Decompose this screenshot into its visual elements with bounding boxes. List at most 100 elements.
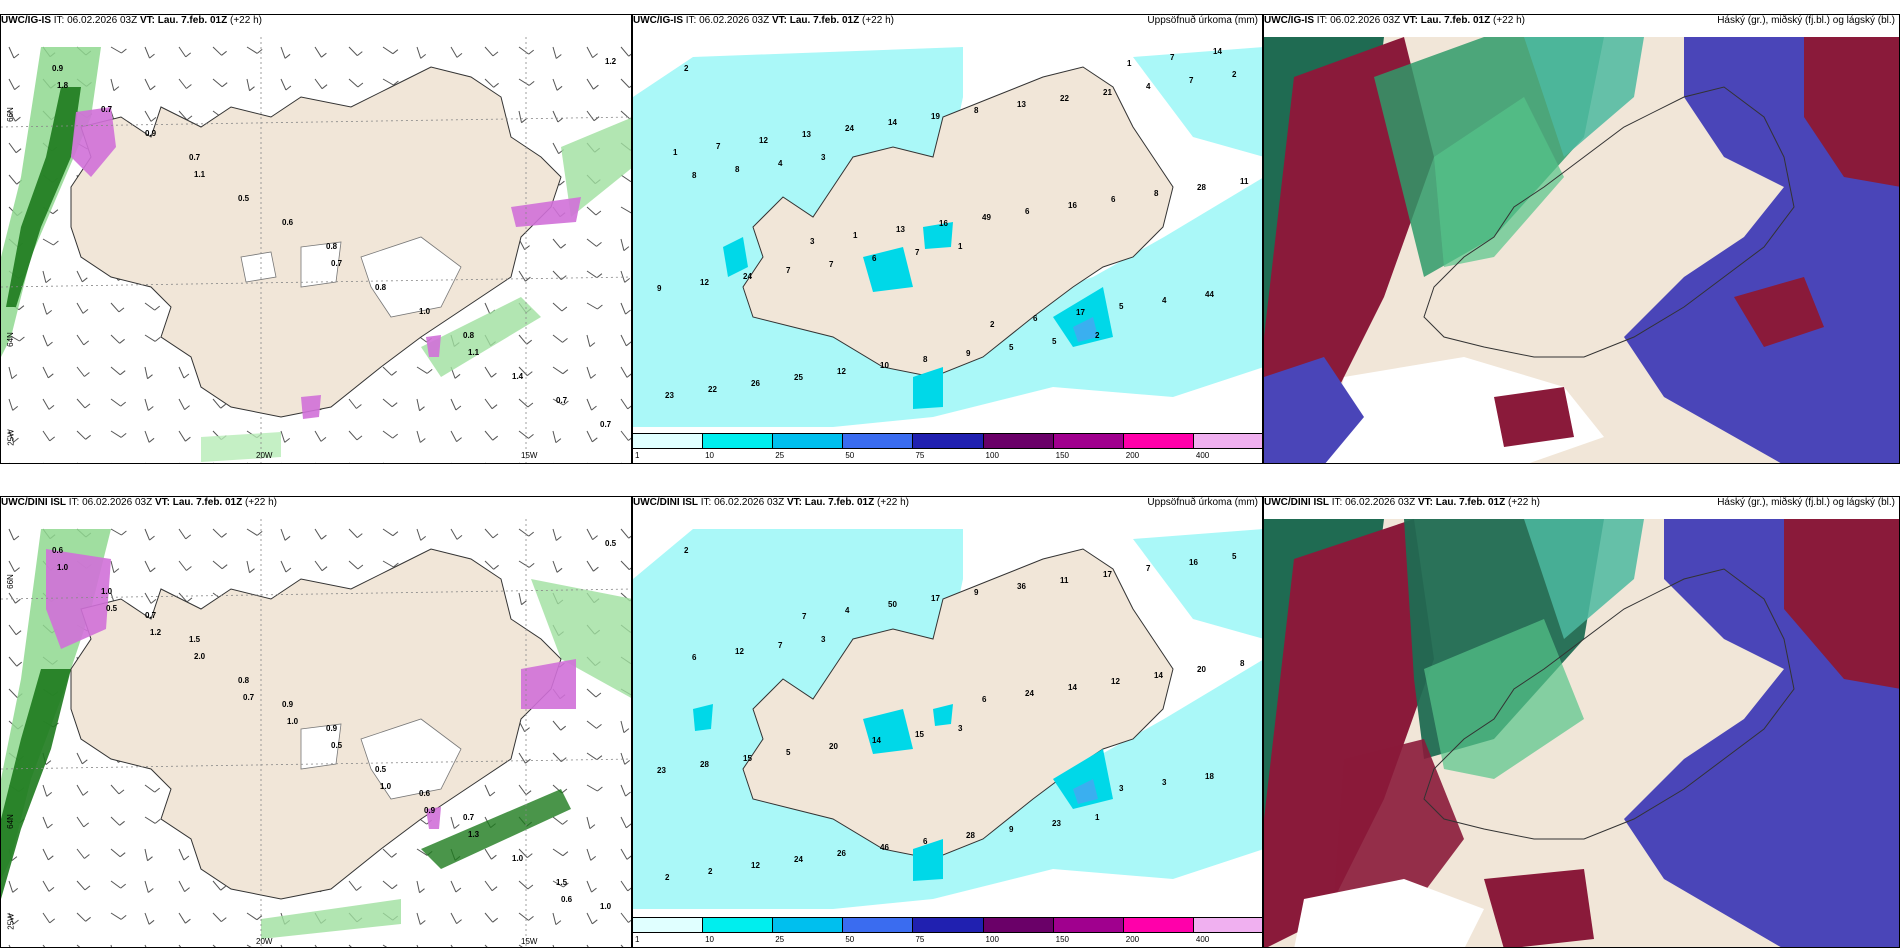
wind-barb: [586, 238, 597, 247]
wind-barb-flag: [84, 854, 90, 859]
wind-barb: [620, 78, 630, 88]
map-value-label: 8: [974, 106, 979, 115]
wind-barb-flag: [82, 791, 89, 796]
wind-barb: [552, 912, 557, 925]
precip-mid-3: [1053, 287, 1113, 347]
wind-barb-flag: [525, 276, 531, 282]
wind-barb: [212, 944, 216, 947]
map-value-label: 1.8: [57, 81, 69, 90]
wind-barb-flag: [591, 919, 598, 925]
wind-barb-flag: [15, 598, 21, 604]
wind-barb-flag: [15, 630, 22, 636]
wind-barb: [416, 912, 421, 925]
wind-barb-flag: [148, 437, 155, 443]
wind-barb: [586, 398, 592, 411]
wind-barb: [145, 462, 146, 463]
wind-barb: [8, 944, 11, 947]
wind-barb: [620, 46, 630, 57]
wind-barb-flag: [392, 531, 399, 537]
wind-barb: [382, 46, 394, 55]
wind-barb: [76, 334, 85, 346]
wind-barb: [42, 784, 48, 797]
panel-clouds-bottom-right: UWC/DINI ISL IT: 06.02.2026 03Z VT: Lau.…: [1263, 496, 1900, 948]
panel-wind-bottom-left: UWC/DINI ISL IT: 06.02.2026 03Z VT: Lau.…: [0, 496, 632, 948]
map-value-label: 2: [990, 320, 995, 329]
wind-barb: [552, 560, 558, 573]
wind-barb-flag: [625, 341, 631, 347]
wind-barb-flag: [593, 84, 599, 90]
wind-barb: [484, 912, 494, 923]
wind-barb: [280, 78, 287, 91]
map-value-label: 7: [778, 641, 783, 650]
wind-barb-flag: [528, 916, 534, 921]
color-legend: [633, 917, 1262, 933]
wind-barb-flag: [561, 306, 568, 312]
wind-barb-flag: [83, 340, 90, 346]
wind-barb-flag: [626, 855, 631, 860]
wind-barb: [518, 912, 529, 921]
map-value-label: 12: [751, 861, 760, 870]
map-value-label: 20: [1197, 665, 1206, 674]
wind-barb: [518, 398, 529, 408]
wind-barb: [144, 302, 155, 311]
legend-tick-label: 200: [1125, 935, 1140, 944]
wind-barb: [416, 398, 420, 411]
wind-barb: [8, 656, 18, 667]
wind-barb: [485, 462, 486, 463]
wind-barb: [178, 366, 185, 379]
wind-barb: [586, 302, 598, 310]
wind-barb: [620, 110, 631, 120]
map-value-label: 0.7: [556, 396, 568, 405]
wind-barb: [144, 944, 147, 947]
legend-tick-label: 75: [915, 935, 925, 944]
wind-barb: [621, 462, 622, 463]
map-value-label: 13: [896, 225, 905, 234]
wind-barb-flag: [453, 824, 460, 829]
wind-barb-flag: [455, 887, 462, 893]
glacier2: [240, 251, 277, 283]
wind-barb-flag: [596, 755, 603, 761]
wind-barb: [586, 528, 594, 540]
wind-barb: [76, 302, 84, 314]
wind-barb-flag: [185, 534, 192, 540]
wind-barb-flag: [526, 339, 533, 345]
map-value-label: 15: [915, 730, 924, 739]
map-value-label: 24: [1025, 689, 1034, 698]
map-value-label: 7: [716, 142, 721, 151]
precip-light-ne: [1133, 47, 1262, 157]
wind-barb: [484, 46, 494, 57]
map-value-label: 6: [692, 653, 697, 662]
wind-barb: [620, 880, 629, 892]
wind-barb-flag: [52, 209, 59, 215]
wind-barb: [8, 592, 16, 604]
wind-barb: [518, 528, 529, 537]
map-value-label: 50: [888, 600, 897, 609]
cloud-teal: [1524, 37, 1644, 157]
wind-barb-flag: [120, 401, 127, 407]
wind-barb-flag: [560, 757, 567, 762]
wind-barb: [484, 560, 494, 570]
map-value-label: 22: [708, 385, 717, 394]
wind-barb-flag: [591, 405, 597, 411]
wind-barb: [144, 592, 152, 604]
wind-barb-flag: [560, 725, 567, 731]
map-value-label: 0.5: [375, 765, 387, 774]
wind-barb: [178, 398, 186, 410]
map-value-label: 28: [966, 831, 975, 840]
map-value-label: 3: [1162, 778, 1167, 787]
map-value-label: 25: [794, 373, 803, 382]
precip-south: [426, 807, 441, 829]
wind-barb: [382, 430, 393, 439]
map-value-label: 1.1: [194, 170, 206, 179]
map-value-label: 9: [966, 349, 971, 358]
wind-barb: [178, 880, 186, 892]
wind-barb-flag: [220, 403, 227, 409]
wind-barb-flag: [491, 886, 498, 892]
wind-barb: [8, 366, 13, 379]
wind-barb: [620, 912, 629, 923]
green-band-south: [421, 297, 541, 377]
wind-barb: [620, 816, 627, 829]
map-value-label: 13: [802, 130, 811, 139]
cloud-map: [1264, 37, 1899, 463]
dark-green-band-west: [1, 669, 71, 899]
